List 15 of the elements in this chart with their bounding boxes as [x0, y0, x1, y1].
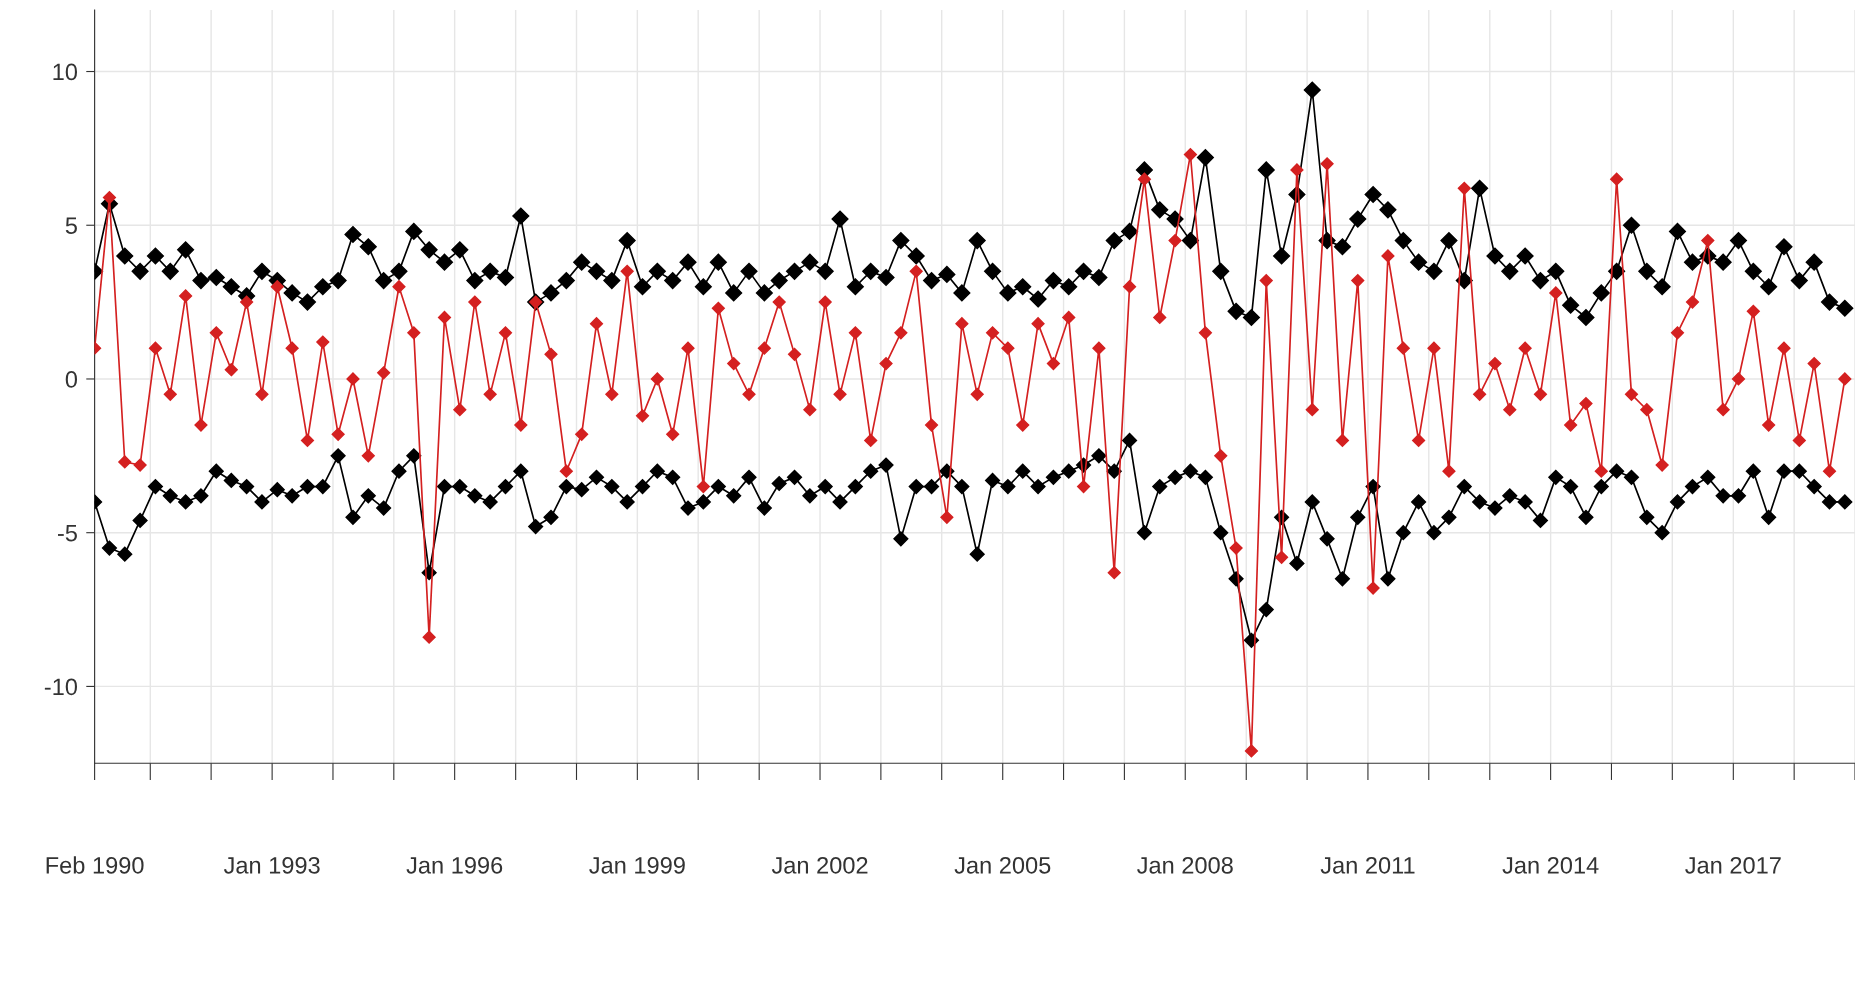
x-tick-label: Jan 1993 [223, 856, 320, 874]
x-tick-label: Jan 2005 [954, 856, 1051, 874]
y-tick-label: 0 [65, 371, 78, 388]
x-tick-label: Jan 2014 [1502, 856, 1599, 874]
y-tick-label: -10 [44, 678, 78, 696]
x-tick-label: Jan 2017 [1685, 856, 1781, 874]
y-tick-label: -5 [57, 525, 77, 542]
x-tick-label: Feb 1990 [46, 856, 144, 874]
x-tick-label: Jan 2008 [1137, 856, 1233, 874]
x-tick-label: Jan 2002 [771, 856, 868, 874]
x-tick-label: Jan 2011 [1320, 856, 1415, 874]
y-tick-label: 5 [65, 217, 77, 235]
x-tick-label: Jan 1996 [406, 856, 503, 874]
x-tick-label: Jan 1999 [589, 856, 685, 874]
y-tick-label: 10 [53, 63, 78, 81]
